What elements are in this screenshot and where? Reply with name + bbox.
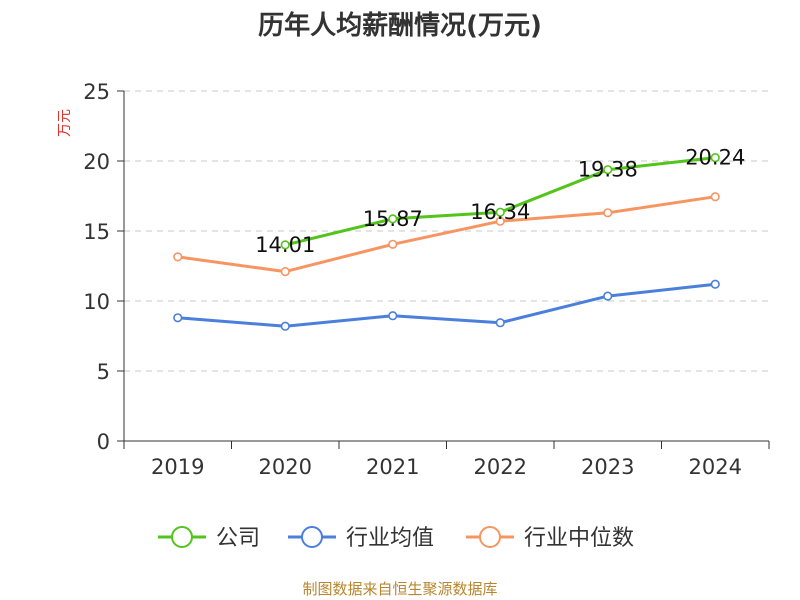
series-line-1: [177, 282, 716, 328]
data-point: [710, 192, 720, 202]
y-tick-label: 20: [83, 150, 110, 174]
y-tick-label: 10: [83, 290, 110, 314]
data-point: [495, 207, 505, 217]
data-point: [173, 313, 183, 323]
legend[interactable]: 公司 行业均值 行业中位数: [158, 526, 634, 551]
legend-swatch-marker: [171, 526, 193, 548]
series-line-2: [177, 195, 716, 274]
data-point: [603, 208, 613, 218]
legend-swatch-marker: [479, 526, 501, 548]
x-tick-label: 2023: [581, 455, 634, 479]
y-tick-label: 5: [97, 360, 110, 384]
data-point: [388, 239, 398, 249]
data-point: [495, 216, 505, 226]
data-point: [173, 252, 183, 262]
x-tick-label: 2022: [474, 455, 527, 479]
data-label: 14.01: [255, 233, 315, 257]
data-point: [603, 291, 613, 301]
y-tick-label: 15: [83, 220, 110, 244]
legend-label: 行业中位数: [524, 526, 634, 551]
x-tick-label: 2020: [259, 455, 312, 479]
data-point: [710, 279, 720, 289]
data-point: [603, 165, 613, 175]
legend-label: 行业均值: [346, 526, 434, 551]
data-label: 15.87: [363, 207, 423, 231]
data-point: [280, 321, 290, 331]
legend-item-1[interactable]: 行业均值: [288, 526, 434, 551]
grid: [124, 90, 769, 372]
x-tick-label: 2019: [151, 455, 204, 479]
data-label: 16.34: [470, 200, 530, 224]
x-tick-label: 2024: [689, 455, 742, 479]
chart-title: 历年人均薪酬情况(万元): [258, 10, 542, 41]
data-point: [495, 318, 505, 328]
data-labels: 14.01 15.87 16.34 19.38 20.24: [255, 146, 745, 257]
legend-item-2[interactable]: 行业中位数: [466, 526, 634, 551]
data-point: [388, 311, 398, 321]
data-point: [388, 214, 398, 224]
data-label: 19.38: [578, 158, 638, 182]
axes: 0 5 10 15 20 25 2019 2020 2021 2022 2023 2024: [83, 80, 770, 479]
legend-label: 公司: [216, 526, 260, 551]
data-point: [710, 153, 720, 163]
legend-swatch-marker: [301, 526, 323, 548]
data-label: 20.24: [685, 146, 745, 170]
y-tick-label: 25: [83, 80, 110, 104]
y-axis-label: 万元: [57, 109, 73, 137]
legend-item-0[interactable]: 公司: [158, 526, 260, 551]
series-group: [173, 153, 720, 331]
y-tick-label: 0: [97, 430, 110, 454]
data-point: [280, 267, 290, 277]
x-tick-label: 2021: [366, 455, 419, 479]
source-note: 制图数据来自恒生聚源数据库: [302, 580, 497, 598]
data-point: [280, 240, 290, 250]
